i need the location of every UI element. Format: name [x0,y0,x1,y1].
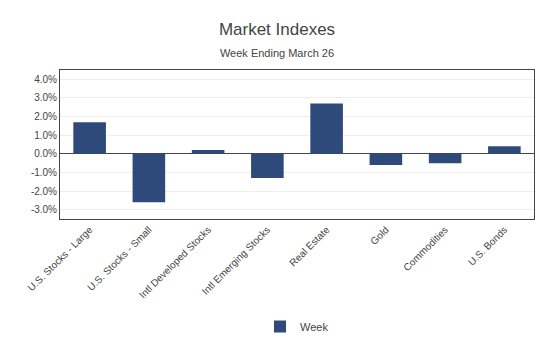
svg-text:0.0%: 0.0% [34,148,57,159]
svg-text:-3.0%: -3.0% [31,204,57,215]
svg-text:Commodities: Commodities [401,224,450,273]
svg-text:Intl Emerging Stocks: Intl Emerging Stocks [200,224,273,297]
svg-text:3.0%: 3.0% [34,92,57,103]
svg-text:-2.0%: -2.0% [31,186,57,197]
svg-text:2.0%: 2.0% [34,111,57,122]
svg-text:Real Estate: Real Estate [287,224,332,269]
svg-text:Market Indexes: Market Indexes [219,20,335,39]
svg-text:Week: Week [300,321,328,333]
svg-text:1.0%: 1.0% [34,130,57,141]
svg-text:Gold: Gold [368,224,391,247]
svg-text:4.0%: 4.0% [34,74,57,85]
svg-text:Intl Developed Stocks: Intl Developed Stocks [137,224,213,300]
svg-text:U.S. Bonds: U.S. Bonds [466,224,510,268]
svg-text:Week Ending March 26: Week Ending March 26 [220,47,334,59]
svg-text:-1.0%: -1.0% [31,167,57,178]
svg-text:U.S. Stocks - Small: U.S. Stocks - Small [85,224,154,293]
svg-text:U.S. Stocks - Large: U.S. Stocks - Large [25,224,94,293]
